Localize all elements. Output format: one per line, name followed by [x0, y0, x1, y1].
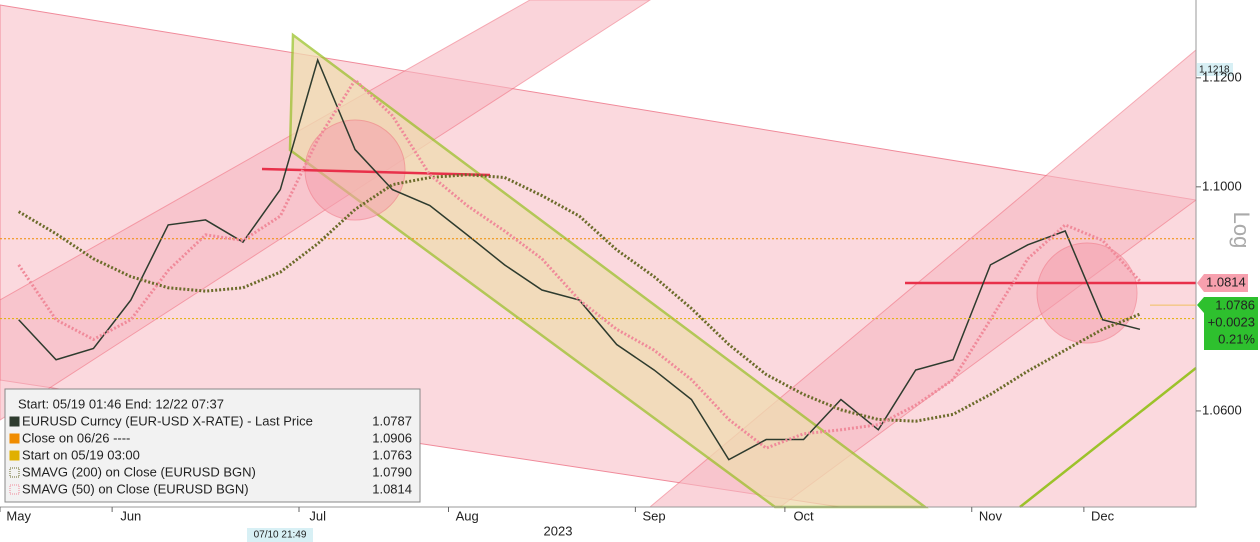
series-line [17, 173, 1141, 423]
legend-label: EURUSD Curncy (EUR-USD X-RATE) - Last Pr… [22, 413, 313, 428]
last-price: 1.0786 [1215, 297, 1255, 312]
legend-value: 1.0790 [372, 464, 412, 479]
price-change: +0.0023 [1208, 314, 1255, 329]
cursor-label: 07/10 21:49 [254, 530, 307, 541]
x-tick-label: May [6, 508, 31, 523]
x-tick-label: Sep [642, 508, 665, 523]
legend-value: 1.0763 [372, 447, 412, 462]
series-line [18, 57, 1141, 461]
y-tick-label: 1.0600 [1202, 402, 1242, 417]
legend: EURUSD Curncy (EUR-USD X-RATE) - Last Pr… [9, 413, 412, 496]
x-tick-label: Oct [793, 508, 814, 523]
y-tick-label: 1.1200 [1202, 69, 1242, 84]
year-label: 2023 [544, 523, 573, 538]
legend-value: 1.0787 [372, 413, 412, 428]
cursor-tag [247, 528, 313, 542]
price-box [1197, 297, 1258, 350]
x-tick-label: Aug [456, 508, 479, 523]
legend-label: Start on 05/19 03:00 [22, 447, 140, 462]
highlight-circle [1036, 242, 1138, 344]
legend-value: 1.0906 [372, 430, 412, 445]
legend-swatch [9, 467, 20, 478]
legend-label: SMAVG (50) on Close (EURUSD BGN) [22, 481, 249, 496]
legend-swatch [9, 416, 20, 427]
x-tick-label: Dec [1091, 508, 1115, 523]
legend-swatch [9, 484, 20, 495]
legend-value: 1.0814 [372, 481, 412, 496]
scale-label: Log [1229, 212, 1254, 249]
trend-line [1019, 367, 1197, 508]
price-change-pct: 0.21% [1218, 331, 1255, 346]
line-tag: 1.0814 [1206, 274, 1246, 289]
max-tag-box [1197, 63, 1233, 76]
x-tick-label: Jun [120, 508, 141, 523]
legend-label: Close on 06/26 ---- [22, 430, 130, 445]
series-line [17, 77, 1142, 450]
legend-swatch [9, 450, 20, 461]
legend-swatch [9, 433, 20, 444]
legend-box [4, 388, 421, 503]
marks [0, 57, 1196, 461]
legend-title: Start: 05/19 01:46 End: 12/22 07:37 [18, 396, 224, 411]
x-tick-label: Jul [309, 508, 326, 523]
x-tick-label: Nov [979, 508, 1003, 523]
y-tick-label: 1.1000 [1202, 178, 1242, 193]
max-tag: 1.1218 [1199, 65, 1230, 76]
legend-label: SMAVG (200) on Close (EURUSD BGN) [22, 464, 256, 479]
line-tag-box [1197, 274, 1248, 292]
